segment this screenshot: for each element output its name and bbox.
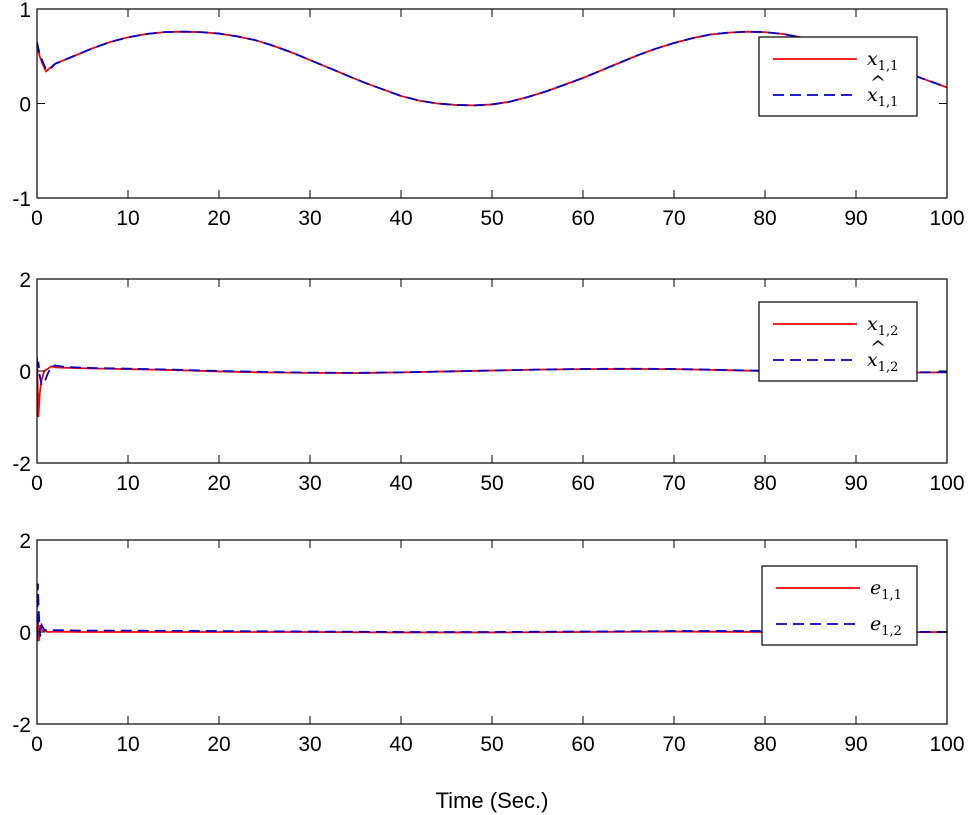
x-tick-label: 100 (929, 733, 964, 756)
x-tick-label: 10 (116, 207, 139, 230)
x-tick-label: 50 (480, 472, 503, 495)
x-axis-label: Time (Sec.) (436, 788, 549, 813)
y-tick-label: 0 (19, 361, 31, 384)
y-tick-label: -2 (12, 714, 31, 737)
x-tick-label: 10 (116, 733, 139, 756)
series-line-x-1-1 (37, 30, 947, 107)
x-tick-label: 90 (844, 207, 867, 230)
x-tick-label: 40 (389, 472, 412, 495)
legend-box (761, 565, 918, 646)
x-tick-label: 70 (662, 207, 685, 230)
legend: e1,1e1,2 (761, 565, 918, 646)
legend-box (758, 36, 918, 117)
x-tick-label: 0 (31, 207, 43, 230)
x-tick-label: 60 (571, 207, 594, 230)
x-tick-label: 20 (207, 207, 230, 230)
legend-hat: ^ (870, 72, 886, 94)
y-tick-label: 2 (19, 530, 31, 553)
legend-hat: ^ (870, 337, 886, 359)
y-tick-label: 0 (19, 94, 31, 117)
legend: x1,1x1,1^ (758, 36, 918, 117)
x-tick-label: 40 (389, 207, 412, 230)
x-tick-label: 30 (298, 207, 321, 230)
x-tick-label: 0 (31, 733, 43, 756)
x-tick-label: 50 (480, 733, 503, 756)
x-tick-label: 90 (844, 472, 867, 495)
x-tick-label: 60 (571, 733, 594, 756)
x-tick-label: 10 (116, 472, 139, 495)
y-tick-label: 0 (19, 622, 31, 645)
x-tick-label: 60 (571, 472, 594, 495)
series-line-x-1-2-hat (37, 361, 947, 387)
y-tick-label: -1 (12, 188, 31, 211)
y-tick-label: -2 (12, 453, 31, 476)
x-tick-label: 20 (207, 472, 230, 495)
x-tick-label: 80 (753, 733, 776, 756)
x-tick-label: 80 (753, 472, 776, 495)
x-tick-label: 30 (298, 733, 321, 756)
x-tick-label: 80 (753, 207, 776, 230)
y-tick-label: 1 (19, 0, 31, 22)
legend-entry: e1,1 (870, 577, 902, 603)
x-tick-label: 100 (929, 472, 964, 495)
x-tick-label: 0 (31, 472, 43, 495)
series-line-e-1-2 (37, 583, 947, 642)
x-tick-label: 40 (389, 733, 412, 756)
x-tick-label: 90 (844, 733, 867, 756)
x-tick-label: 70 (662, 472, 685, 495)
x-tick-label: 70 (662, 733, 685, 756)
x-tick-label: 50 (480, 207, 503, 230)
y-tick-label: 2 (19, 269, 31, 292)
legend-box (758, 301, 918, 382)
x-tick-label: 30 (298, 472, 321, 495)
x-tick-label: 100 (929, 207, 964, 230)
x-tick-label: 20 (207, 733, 230, 756)
legend: x1,2x1,2^ (758, 301, 918, 382)
